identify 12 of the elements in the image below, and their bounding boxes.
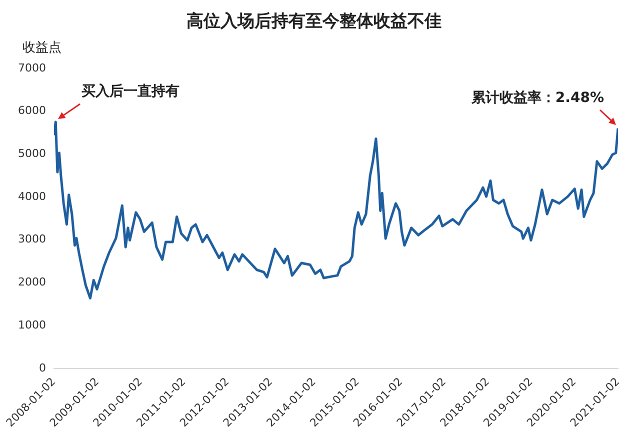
y-tick-label: 6000: [18, 104, 46, 118]
y-axis-title: 收益点: [22, 40, 62, 56]
annotation: 买入后一直持有: [82, 82, 180, 100]
y-tick-label: 7000: [18, 61, 46, 74]
y-tick-label: 5000: [18, 146, 46, 160]
y-tick-label: 2000: [18, 276, 46, 289]
annotation: 累计收益率：2.48%: [470, 89, 604, 106]
y-tick-label: 4000: [18, 190, 46, 203]
y-tick-label: 1000: [18, 318, 46, 332]
y-tick-label: 0: [38, 361, 46, 374]
y-tick-label: 3000: [18, 232, 46, 246]
chart-title: 高位入场后持有至今整体收益不佳: [186, 12, 442, 32]
